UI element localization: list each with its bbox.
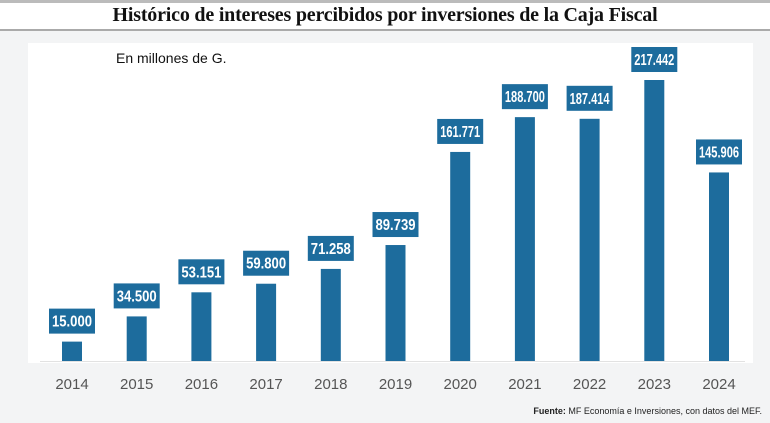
source-note: Fuente: MF Economía e Inversiones, con d… bbox=[533, 406, 762, 416]
data-label-2014: 15.000 bbox=[52, 314, 92, 331]
bar-2021 bbox=[514, 117, 535, 361]
x-tick-2014: 2014 bbox=[55, 376, 88, 393]
x-tick-2019: 2019 bbox=[379, 376, 412, 393]
bar-2024 bbox=[709, 172, 729, 361]
bar-2014 bbox=[62, 341, 82, 361]
x-tick-2016: 2016 bbox=[185, 376, 218, 393]
source-text: MF Economía e Inversiones, con datos del… bbox=[565, 406, 762, 416]
bar-2019 bbox=[385, 245, 406, 361]
source-label: Fuente: bbox=[533, 406, 566, 416]
data-label-box-2018 bbox=[307, 235, 354, 261]
chart-title: Histórico de intereses percibidos por in… bbox=[112, 4, 658, 26]
data-label-2024: 145.906 bbox=[699, 144, 739, 161]
data-label-2017: 59.800 bbox=[246, 256, 286, 273]
data-label-2023: 217.442 bbox=[634, 52, 674, 69]
data-label-2016: 53.151 bbox=[181, 264, 221, 281]
bar-2022 bbox=[579, 118, 600, 361]
data-label-box-2015 bbox=[113, 283, 160, 309]
data-label-box-2024 bbox=[696, 139, 742, 165]
data-label-box-2014 bbox=[49, 308, 95, 334]
data-label-2020: 161.771 bbox=[440, 124, 480, 141]
x-tick-2021: 2021 bbox=[508, 376, 541, 393]
x-tick-2017: 2017 bbox=[249, 376, 282, 393]
data-label-box-2022 bbox=[566, 85, 613, 111]
bar-2015 bbox=[126, 316, 147, 361]
x-tick-2022: 2022 bbox=[573, 376, 606, 393]
data-label-2022: 187.414 bbox=[570, 91, 610, 108]
x-tick-2015: 2015 bbox=[120, 376, 153, 393]
x-tick-2023: 2023 bbox=[638, 376, 671, 393]
bar-2016 bbox=[191, 292, 212, 361]
data-label-2015: 34.500 bbox=[117, 288, 157, 305]
data-label-box-2021 bbox=[501, 84, 548, 110]
data-label-2019: 89.739 bbox=[376, 217, 416, 234]
chart-subtitle: En millones de G. bbox=[116, 50, 227, 66]
data-label-box-2017 bbox=[243, 250, 290, 276]
data-label-2021: 188.700 bbox=[505, 89, 545, 106]
x-tick-2018: 2018 bbox=[314, 376, 347, 393]
data-label-box-2020 bbox=[437, 118, 484, 144]
bar-2017 bbox=[256, 283, 277, 361]
x-tick-2020: 2020 bbox=[444, 376, 477, 393]
data-label-2018: 71.258 bbox=[311, 241, 351, 258]
bar-2023 bbox=[644, 80, 665, 361]
data-label-box-2019 bbox=[372, 212, 419, 238]
data-label-box-2016 bbox=[178, 259, 225, 285]
title-band bbox=[0, 0, 770, 31]
bar-2018 bbox=[320, 268, 341, 361]
x-tick-2024: 2024 bbox=[702, 376, 735, 393]
bar-2020 bbox=[450, 151, 471, 361]
data-label-box-2023 bbox=[631, 47, 678, 72]
